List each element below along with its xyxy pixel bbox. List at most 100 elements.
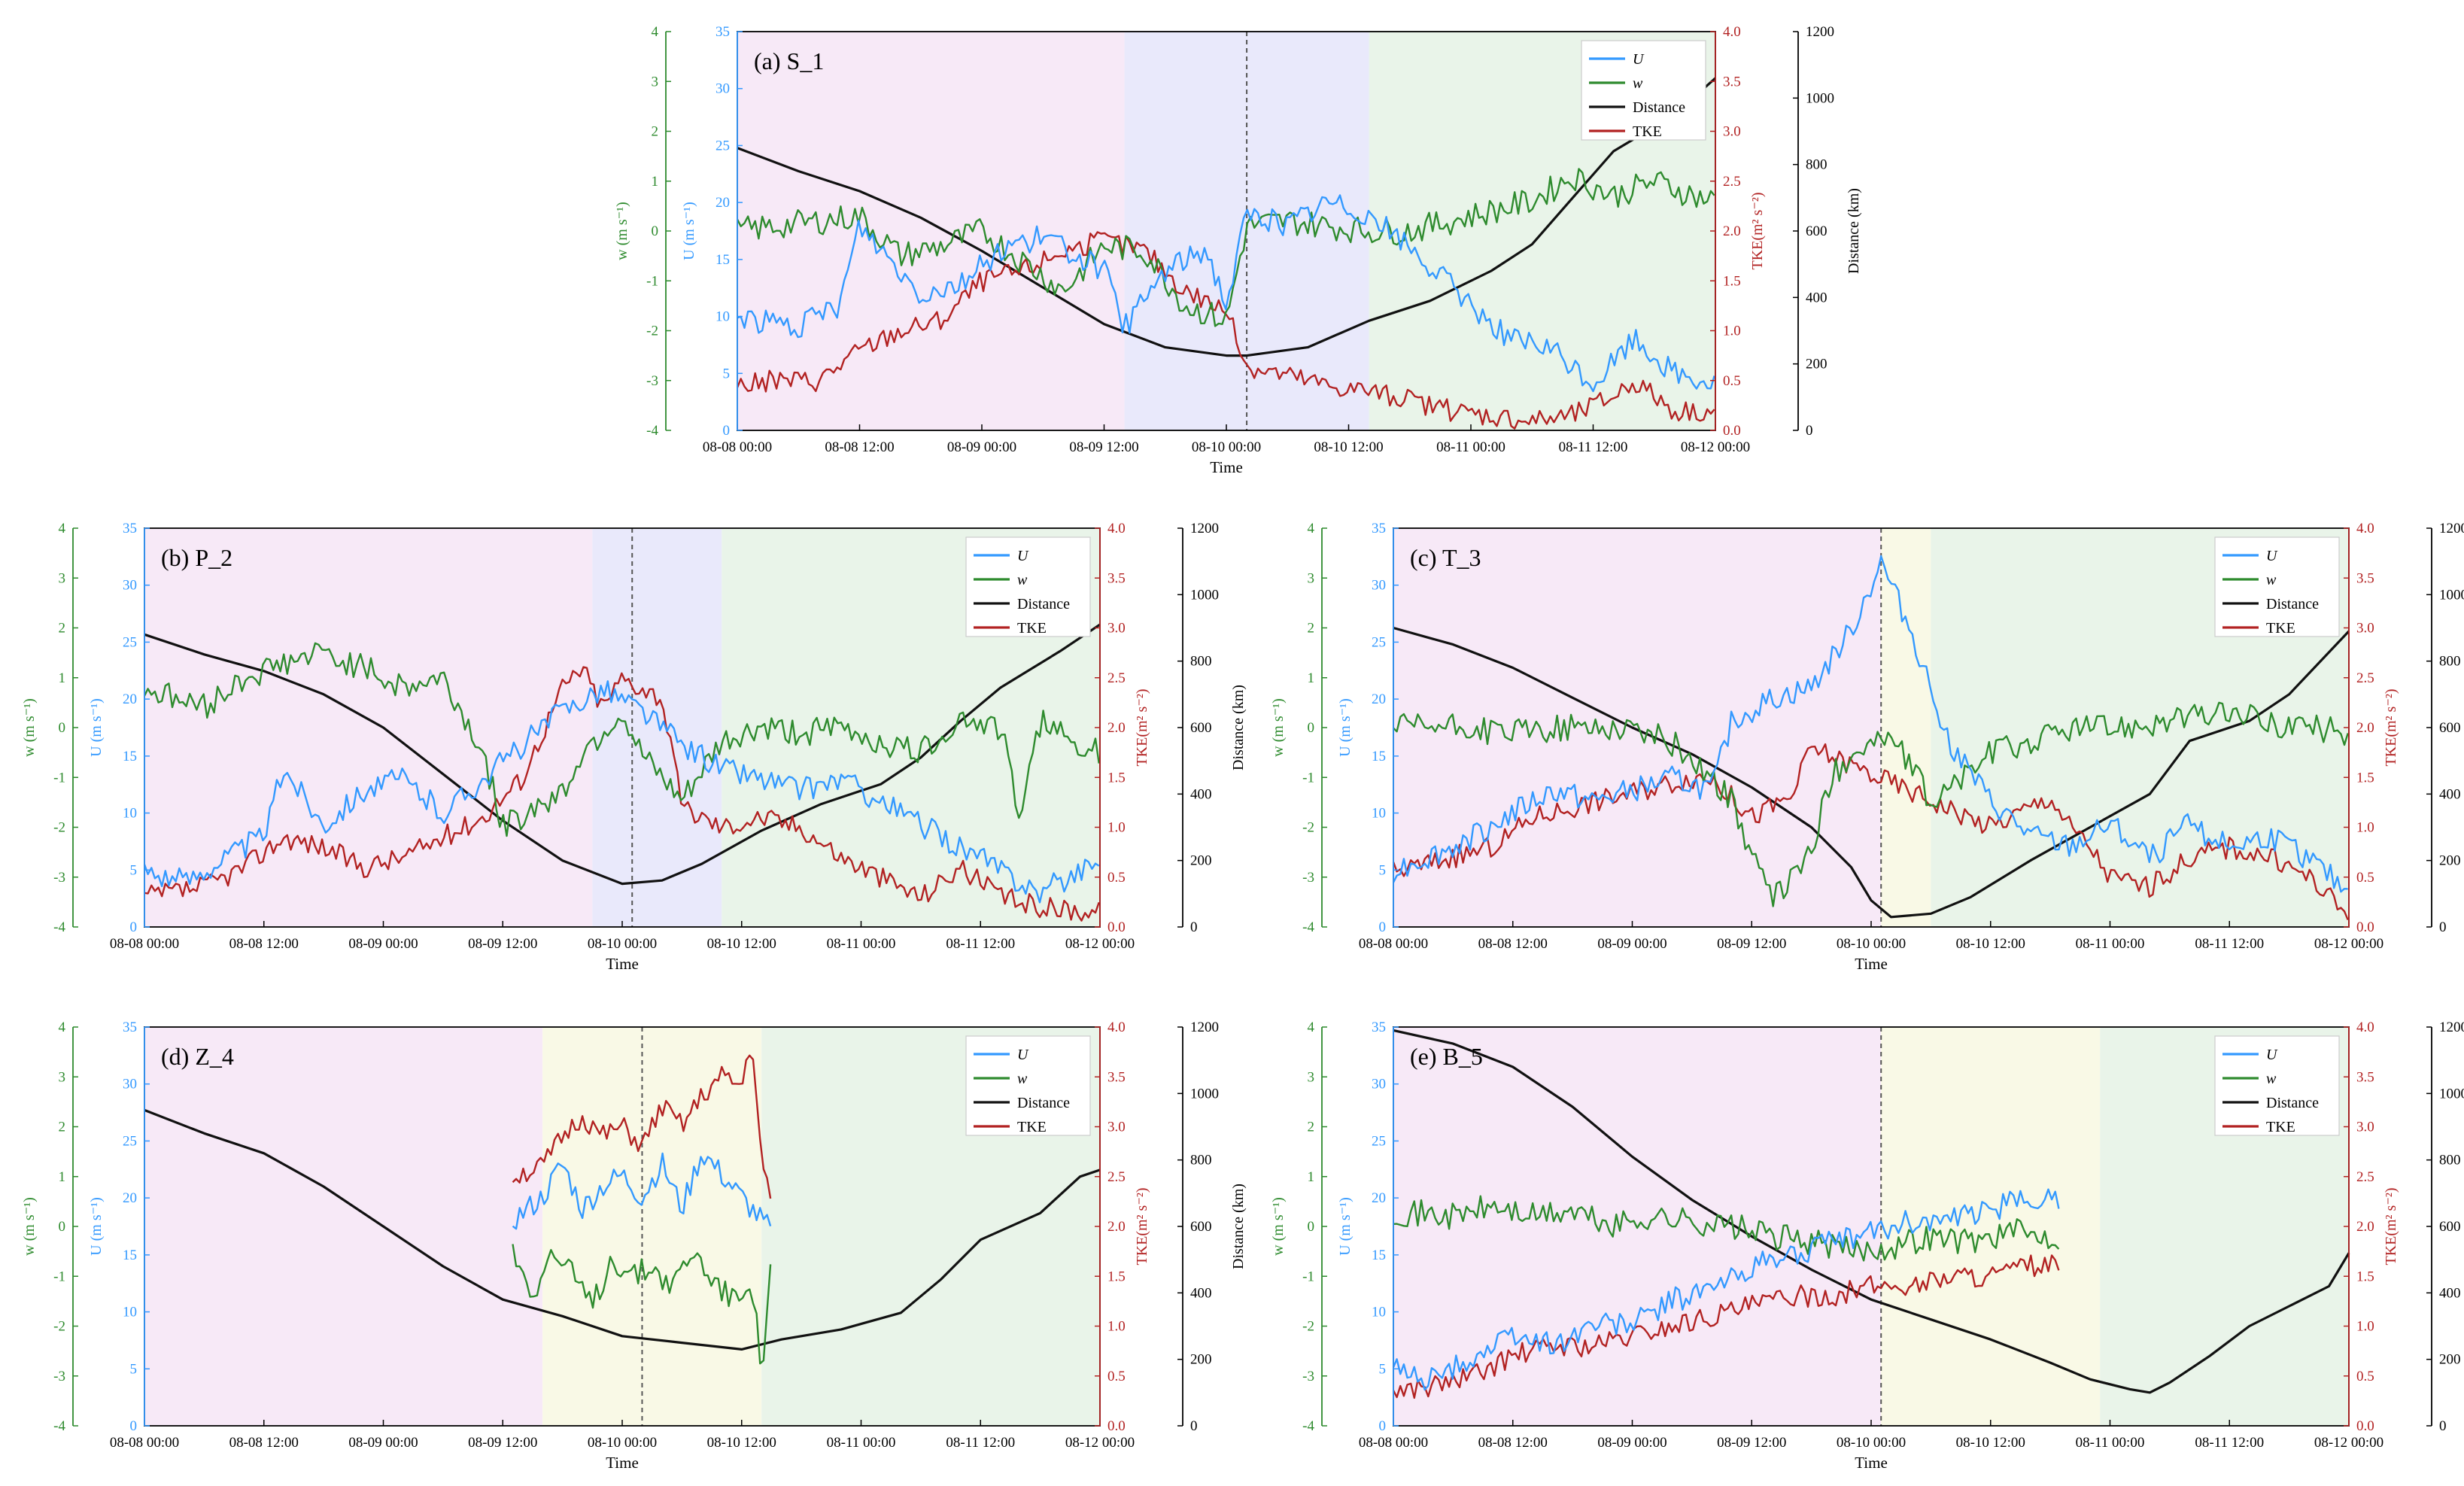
y-tick-label: 0.5 bbox=[1107, 870, 1126, 886]
y-tick-label: 15 bbox=[1372, 1247, 1386, 1263]
y-tick-label: 2.0 bbox=[1107, 720, 1126, 736]
x-axis-label: Time bbox=[606, 955, 639, 973]
legend-label-distance: Distance bbox=[1017, 596, 1070, 612]
y-tick-label: 0.0 bbox=[1107, 1418, 1126, 1434]
series-line-tke bbox=[144, 666, 1100, 922]
legend-label-w: w bbox=[2266, 572, 2277, 588]
y-tick-label: 200 bbox=[1806, 357, 1827, 372]
y-tick-label: 25 bbox=[1372, 1133, 1386, 1149]
y-tick-label: 20 bbox=[716, 195, 730, 211]
legend-label-tke: TKE bbox=[1633, 123, 1662, 140]
y-tick-label: 4.0 bbox=[2356, 1020, 2374, 1035]
y-axis-label-tke: TKE(m² s⁻²) bbox=[1134, 1187, 1150, 1265]
y-tick-label: 800 bbox=[2439, 1153, 2461, 1168]
y-tick-label: 400 bbox=[2439, 1285, 2461, 1301]
y-tick-label: 30 bbox=[123, 578, 137, 594]
y-tick-label: -4 bbox=[646, 423, 658, 439]
legend-label-tke: TKE bbox=[1017, 1119, 1047, 1135]
y-tick-label: 400 bbox=[1806, 290, 1827, 305]
legend-label-u: U bbox=[1017, 548, 1029, 564]
y-tick-label: 600 bbox=[1190, 720, 1212, 736]
x-tick-label: 08-09 00:00 bbox=[947, 439, 1016, 455]
y-tick-label: 600 bbox=[2439, 1219, 2461, 1235]
y-tick-label: 4.0 bbox=[1723, 24, 1741, 40]
y-tick-label: 0.0 bbox=[2356, 919, 2374, 935]
y-tick-label: 30 bbox=[716, 81, 730, 97]
y-tick-label: 1200 bbox=[1806, 24, 1834, 40]
y-tick-label: 1200 bbox=[2439, 521, 2464, 536]
x-tick-label: 08-11 12:00 bbox=[2195, 1435, 2264, 1451]
x-tick-label: 08-08 00:00 bbox=[703, 439, 772, 455]
x-tick-label: 08-09 12:00 bbox=[468, 1435, 537, 1451]
y-tick-label: 35 bbox=[1372, 521, 1386, 536]
y-axis-label-tke: TKE(m² s⁻²) bbox=[2383, 1187, 2399, 1265]
x-tick-label: 08-08 12:00 bbox=[229, 936, 299, 952]
x-tick-label: 08-10 00:00 bbox=[1837, 1435, 1906, 1451]
x-tick-label: 08-10 12:00 bbox=[1314, 439, 1383, 455]
y-tick-label: 400 bbox=[2439, 786, 2461, 802]
y-tick-label: 5 bbox=[723, 366, 731, 381]
legend-label-w: w bbox=[1017, 1071, 1028, 1087]
panel-d: 08-08 00:00 08-08 12:00 08-09 00:00 08-09 1… bbox=[21, 1020, 1247, 1472]
y-tick-label: 3.5 bbox=[2356, 1069, 2374, 1085]
y-tick-label: 0 bbox=[1190, 919, 1198, 935]
y-tick-label: 200 bbox=[2439, 853, 2461, 869]
legend-label-distance: Distance bbox=[1017, 1095, 1070, 1111]
y-tick-label: 30 bbox=[1372, 578, 1386, 594]
y-tick-label: 1 bbox=[59, 1169, 66, 1185]
panel-c: 08-08 00:00 08-08 12:00 08-09 00:00 08-09 1… bbox=[1270, 521, 2464, 973]
y-tick-label: 2 bbox=[1308, 621, 1315, 637]
y-tick-label: 2.0 bbox=[1723, 223, 1741, 239]
x-tick-label: 08-08 00:00 bbox=[110, 936, 179, 952]
y-tick-label: 4.0 bbox=[2356, 521, 2374, 536]
y-axis-label-w: w (m s⁻¹) bbox=[21, 1197, 38, 1256]
y-tick-label: 0.0 bbox=[1107, 919, 1126, 935]
x-tick-label: 08-08 12:00 bbox=[825, 439, 894, 455]
y-tick-label: 0 bbox=[723, 423, 731, 439]
x-tick-label: 08-11 12:00 bbox=[1559, 439, 1628, 455]
y-tick-label: -4 bbox=[1302, 1418, 1314, 1434]
phase-band-blue bbox=[592, 528, 722, 927]
y-axis-label-u: U (m s⁻¹) bbox=[88, 1197, 105, 1256]
x-tick-label: 08-09 12:00 bbox=[1069, 439, 1138, 455]
panel-b: 08-08 00:00 08-08 12:00 08-09 00:00 08-09 1… bbox=[21, 521, 1247, 973]
y-axis-label-tke: TKE(m² s⁻²) bbox=[1134, 688, 1150, 766]
legend-label-w: w bbox=[2266, 1071, 2277, 1087]
y-tick-label: 0 bbox=[2439, 1418, 2447, 1434]
legend-label-u: U bbox=[2266, 1047, 2278, 1063]
y-tick-label: 15 bbox=[716, 252, 730, 268]
y-tick-label: 0.5 bbox=[1723, 373, 1741, 389]
y-tick-label: -4 bbox=[1302, 919, 1314, 935]
y-tick-label: 5 bbox=[130, 862, 138, 878]
y-tick-label: 0 bbox=[1806, 423, 1813, 439]
y-tick-label: 20 bbox=[123, 1190, 137, 1206]
y-tick-label: 4 bbox=[59, 521, 66, 536]
y-tick-label: 3.5 bbox=[1723, 74, 1741, 90]
y-axis-label-tke: TKE(m² s⁻²) bbox=[1749, 192, 1766, 269]
y-tick-label: 0 bbox=[59, 1219, 66, 1235]
series-line-w bbox=[1393, 1195, 2060, 1262]
y-tick-label: 20 bbox=[1372, 1190, 1386, 1206]
legend-label-distance: Distance bbox=[2266, 596, 2319, 612]
x-tick-label: 08-12 00:00 bbox=[1681, 439, 1750, 455]
y-tick-label: 20 bbox=[123, 691, 137, 707]
y-tick-label: 5 bbox=[1379, 1361, 1387, 1377]
y-tick-label: 1000 bbox=[2439, 587, 2464, 603]
y-tick-label: 600 bbox=[2439, 720, 2461, 736]
y-tick-label: -1 bbox=[53, 770, 65, 786]
y-tick-label: 3.5 bbox=[1107, 1069, 1126, 1085]
panel-title: (a) S_1 bbox=[754, 47, 824, 74]
y-tick-label: 30 bbox=[1372, 1077, 1386, 1092]
x-tick-label: 08-11 12:00 bbox=[946, 1435, 1015, 1451]
legend-box bbox=[2214, 1035, 2340, 1136]
legend-label-tke: TKE bbox=[2266, 620, 2295, 637]
x-tick-label: 08-10 12:00 bbox=[1956, 1435, 2025, 1451]
y-axis-label-distance: Distance (km) bbox=[1230, 685, 1247, 770]
x-tick-label: 08-11 12:00 bbox=[2195, 936, 2264, 952]
y-tick-label: 1.5 bbox=[1107, 1269, 1126, 1284]
x-tick-label: 08-12 00:00 bbox=[2314, 1435, 2383, 1451]
y-tick-label: 200 bbox=[1190, 853, 1212, 869]
y-tick-label: 3 bbox=[1308, 570, 1315, 586]
y-tick-label: 25 bbox=[123, 1133, 137, 1149]
